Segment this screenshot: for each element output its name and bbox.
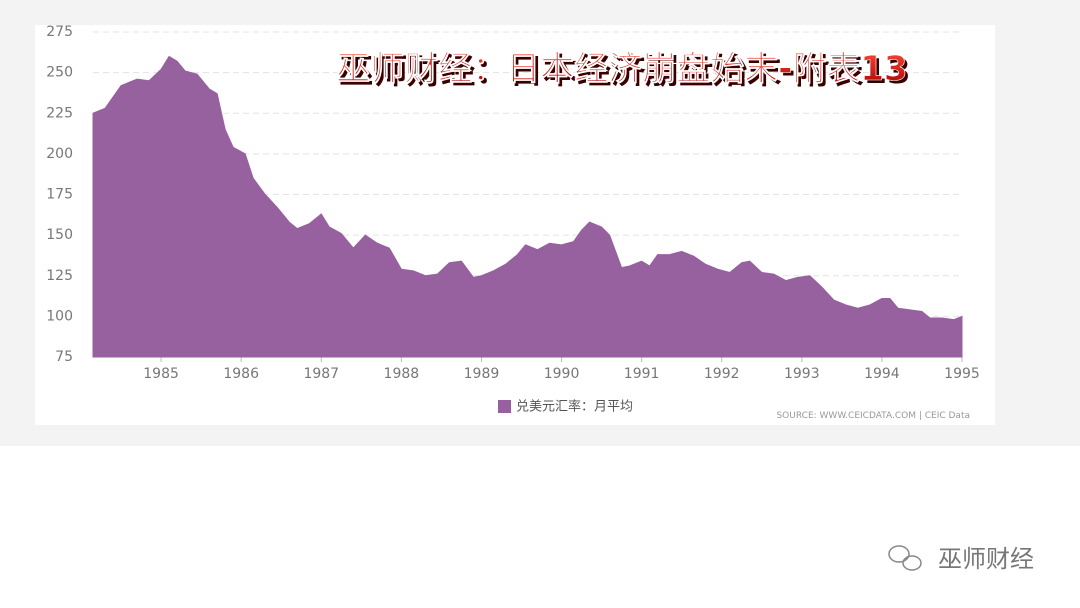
legend-label: 兑美元汇率：月平均 — [516, 399, 633, 415]
x-tick-label: 1985 — [143, 366, 179, 382]
y-tick-label: 225 — [46, 105, 73, 121]
x-tick-label: 1995 — [944, 366, 980, 382]
x-tick-label: 1988 — [384, 366, 420, 382]
y-tick-label: 75 — [55, 349, 73, 365]
x-tick-label: 1990 — [544, 366, 580, 382]
y-tick-label: 150 — [46, 227, 73, 243]
x-tick-label: 1992 — [704, 366, 740, 382]
x-tick-label: 1989 — [464, 366, 500, 382]
wechat-icon — [888, 545, 922, 571]
source: SOURCE: WWW.CEICDATA.COM | CEIC Data — [776, 411, 970, 421]
watermark: 巫师财经 — [938, 545, 1034, 573]
chart-title: 巫师财经：日本经济崩盘始末-附表13 — [336, 49, 907, 89]
x-tick-label: 1987 — [303, 366, 339, 382]
x-tick-label: 1986 — [223, 366, 259, 382]
legend-swatch — [498, 400, 511, 413]
y-tick-label: 250 — [46, 65, 73, 81]
x-tick-label: 1991 — [624, 366, 660, 382]
y-tick-label: 175 — [46, 187, 73, 203]
area — [92, 55, 963, 358]
x-tick-label: 1994 — [864, 366, 900, 382]
y-tick-label: 125 — [46, 268, 73, 284]
y-tick-label: 275 — [46, 24, 73, 40]
title-shadow: 巫师财经：日本经济崩盘始末-附表13 — [339, 52, 910, 92]
y-tick-label: 200 — [46, 146, 73, 162]
y-tick-label: 100 — [46, 308, 73, 324]
x-tick-label: 1993 — [784, 366, 820, 382]
